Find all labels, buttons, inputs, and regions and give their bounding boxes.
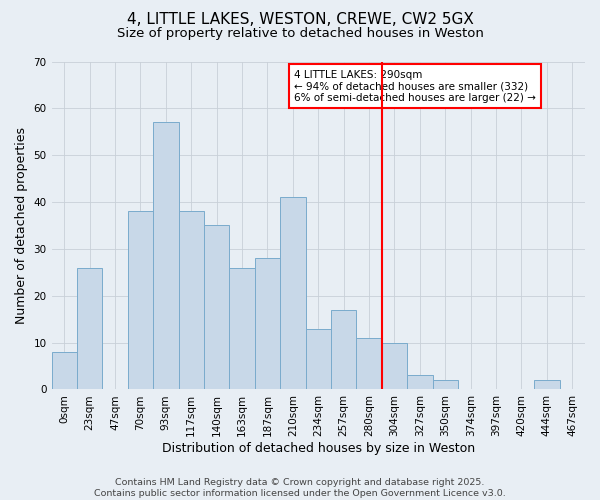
Bar — [153, 122, 179, 390]
Text: 4, LITTLE LAKES, WESTON, CREWE, CW2 5GX: 4, LITTLE LAKES, WESTON, CREWE, CW2 5GX — [127, 12, 473, 28]
Bar — [128, 212, 153, 390]
Bar — [534, 380, 560, 390]
X-axis label: Distribution of detached houses by size in Weston: Distribution of detached houses by size … — [162, 442, 475, 455]
Bar — [229, 268, 255, 390]
Bar — [255, 258, 280, 390]
Bar — [407, 376, 433, 390]
Text: Size of property relative to detached houses in Weston: Size of property relative to detached ho… — [116, 28, 484, 40]
Bar — [331, 310, 356, 390]
Text: 4 LITTLE LAKES: 290sqm
← 94% of detached houses are smaller (332)
6% of semi-det: 4 LITTLE LAKES: 290sqm ← 94% of detached… — [294, 70, 536, 103]
Bar — [382, 342, 407, 390]
Bar — [179, 212, 204, 390]
Y-axis label: Number of detached properties: Number of detached properties — [15, 127, 28, 324]
Bar — [52, 352, 77, 390]
Bar — [305, 328, 331, 390]
Bar — [204, 226, 229, 390]
Bar — [280, 198, 305, 390]
Text: Contains HM Land Registry data © Crown copyright and database right 2025.
Contai: Contains HM Land Registry data © Crown c… — [94, 478, 506, 498]
Bar — [77, 268, 103, 390]
Bar — [356, 338, 382, 390]
Bar — [433, 380, 458, 390]
